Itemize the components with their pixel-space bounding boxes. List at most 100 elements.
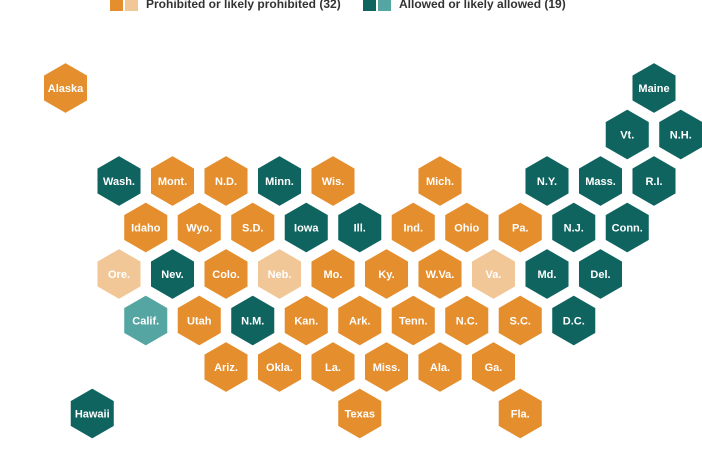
state-hexagon <box>389 293 437 348</box>
state-hexagon <box>630 153 678 209</box>
state-hexagon <box>122 293 170 348</box>
state-label: Ariz. <box>214 362 238 374</box>
state-label: Nev. <box>161 269 183 281</box>
state-label: Md. <box>538 269 557 281</box>
state-tile-texas: Texas <box>336 386 384 441</box>
state-tile-minn: Minn. <box>255 153 304 209</box>
state-label: Neb. <box>268 269 292 281</box>
legend-swatch-likely-allowed <box>378 0 391 11</box>
state-tile-n-c: N.C. <box>443 293 491 348</box>
state-hexagon <box>443 200 491 255</box>
state-hexagon <box>255 153 304 209</box>
state-tile-hawaii: Hawaii <box>68 386 116 441</box>
state-tile-ill: Ill. <box>336 200 384 255</box>
state-tile-nev: Nev. <box>148 246 197 302</box>
legend-swatch-likely-prohibited <box>125 0 138 11</box>
state-hexagon <box>336 386 384 441</box>
state-label: Wis. <box>322 176 345 188</box>
state-hexagon <box>336 200 384 255</box>
legend-label-prohibited: Prohibited or likely prohibited (32) <box>146 0 341 11</box>
state-label: Mass. <box>585 176 616 188</box>
legend-item-prohibited: Prohibited or likely prohibited (32) <box>110 0 341 13</box>
state-label: Minn. <box>265 176 294 188</box>
state-label: D.C. <box>563 316 585 328</box>
state-hexagon <box>229 200 277 255</box>
state-hexagon <box>148 153 197 209</box>
state-label: La. <box>325 362 341 374</box>
state-label: Okla. <box>266 362 293 374</box>
state-hexagon <box>122 200 170 255</box>
state-hexagon <box>175 200 223 255</box>
state-hexagon <box>255 246 304 302</box>
state-tile-calif: Calif. <box>122 293 170 348</box>
state-label: Ala. <box>430 362 450 374</box>
state-tile-ga: Ga. <box>469 339 518 395</box>
state-label: Utah <box>187 316 212 328</box>
state-tile-alaska: Alaska <box>41 60 90 116</box>
state-hexagon <box>603 200 651 255</box>
state-label: Ky. <box>378 269 394 281</box>
state-label: N.D. <box>215 176 237 188</box>
state-label: Del. <box>590 269 610 281</box>
state-tile-conn: Conn. <box>603 200 651 255</box>
state-hexagon <box>523 153 571 209</box>
state-hexagon <box>389 200 437 255</box>
legend: Prohibited or likely prohibited (32) All… <box>0 0 702 14</box>
state-label: Colo. <box>212 269 240 281</box>
state-tile-n-j: N.J. <box>550 200 598 255</box>
state-tile-md: Md. <box>523 246 571 302</box>
state-tile-s-d: S.D. <box>229 200 277 255</box>
state-hexagon <box>603 107 651 162</box>
state-hexagon <box>416 339 464 395</box>
state-hexagon <box>229 293 277 348</box>
state-label: Calif. <box>132 316 159 328</box>
state-tile-d-c: D.C. <box>550 293 598 348</box>
state-tile-n-y: N.Y. <box>523 153 571 209</box>
state-hexagon <box>95 246 143 302</box>
state-label: Texas <box>345 409 375 421</box>
state-hexagon <box>202 339 250 395</box>
state-label: Iowa <box>294 223 319 235</box>
state-tile-idaho: Idaho <box>122 200 170 255</box>
state-label: S.D. <box>242 223 263 235</box>
state-tile-ala: Ala. <box>416 339 464 395</box>
state-label: Hawaii <box>75 409 110 421</box>
state-hexagon <box>576 153 625 209</box>
state-hexagon <box>255 339 304 395</box>
state-label: N.M. <box>241 316 264 328</box>
state-hexagon <box>443 293 491 348</box>
state-hexagon <box>309 153 357 209</box>
state-label: Alaska <box>48 83 84 95</box>
state-hexagon <box>202 246 250 302</box>
state-label: N.Y. <box>537 176 557 188</box>
state-label: Tenn. <box>399 316 428 328</box>
state-tile-fla: Fla. <box>496 386 544 441</box>
state-tile-n-d: N.D. <box>202 153 250 209</box>
state-hexagon <box>175 293 223 348</box>
state-hexagon <box>41 60 90 116</box>
state-label: Ore. <box>108 269 130 281</box>
state-label: N.J. <box>564 223 584 235</box>
state-hexagon <box>469 339 518 395</box>
state-tile-ark: Ark. <box>336 293 384 348</box>
state-tile-ore: Ore. <box>95 246 143 302</box>
state-hexagon <box>148 246 197 302</box>
state-label: S.C. <box>510 316 531 328</box>
state-tile-del: Del. <box>576 246 625 302</box>
state-label: Mont. <box>158 176 187 188</box>
state-label: Maine <box>638 83 669 95</box>
legend-swatch-allowed <box>363 0 376 11</box>
state-tile-okla: Okla. <box>255 339 304 395</box>
state-hexagon <box>576 246 625 302</box>
state-tile-kan: Kan. <box>282 293 330 348</box>
state-label: Ill. <box>354 223 366 235</box>
state-tile-wyo: Wyo. <box>175 200 223 255</box>
state-label: N.C. <box>456 316 478 328</box>
state-hexagon <box>496 200 544 255</box>
state-label: Miss. <box>373 362 401 374</box>
state-hexagon <box>336 293 384 348</box>
state-hexagon <box>362 339 411 395</box>
state-hexagon <box>362 246 411 302</box>
state-label: Va. <box>486 269 502 281</box>
state-label: N.H. <box>670 130 692 142</box>
